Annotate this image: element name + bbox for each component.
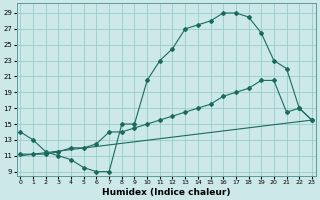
X-axis label: Humidex (Indice chaleur): Humidex (Indice chaleur) (102, 188, 230, 197)
